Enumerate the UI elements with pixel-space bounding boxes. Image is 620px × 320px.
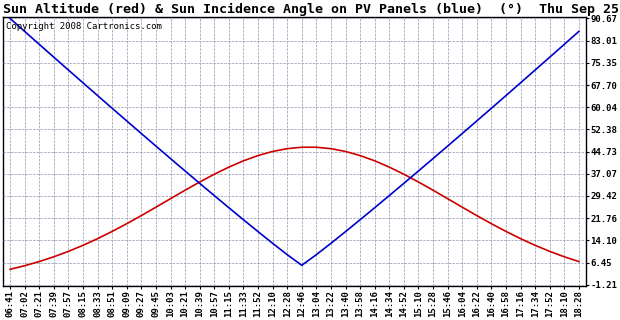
Text: Sun Altitude (red) & Sun Incidence Angle on PV Panels (blue)  (°)  Thu Sep 25  1: Sun Altitude (red) & Sun Incidence Angle… [2, 3, 620, 16]
Text: Copyright 2008 Cartronics.com: Copyright 2008 Cartronics.com [6, 22, 162, 31]
